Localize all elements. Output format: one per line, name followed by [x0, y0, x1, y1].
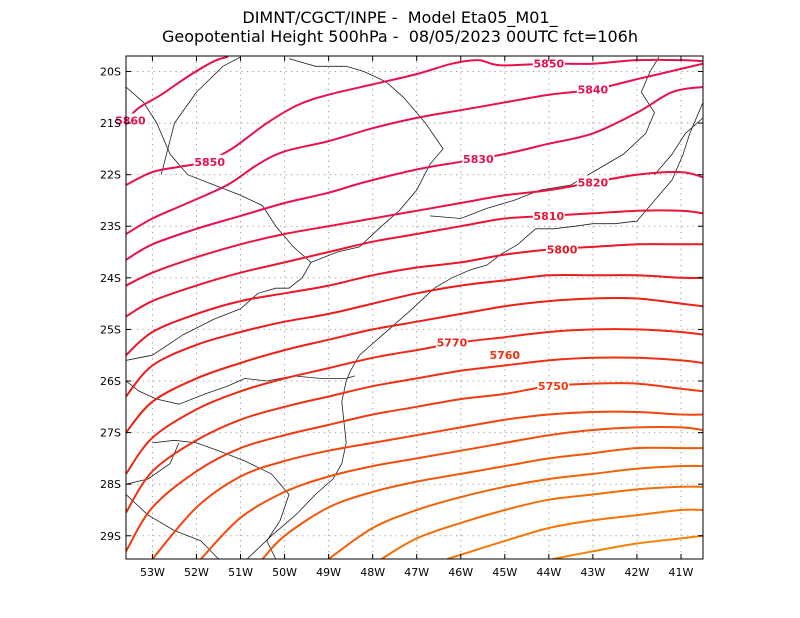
contour-label: 5760 [489, 349, 520, 362]
x-tick-label: 44W [536, 566, 561, 579]
state-border [126, 86, 312, 361]
x-tick-label: 52W [184, 566, 209, 579]
contour-label: 5850 [534, 58, 565, 71]
y-tick-label: 21S [100, 117, 121, 130]
state-border [288, 58, 444, 263]
x-tick-label: 51W [228, 566, 253, 579]
contour-line-5810 [126, 209, 703, 318]
map-boundaries [126, 56, 703, 559]
contour-line-5750 [126, 382, 703, 553]
y-axis-ticks: 20S 21S 22S 23S 24S 25S 26S 27S 28S 29S [100, 65, 703, 543]
contour-label: 5770 [437, 336, 468, 349]
contour-line-5720 [261, 446, 703, 559]
state-border [126, 375, 356, 405]
contour-line-5690 [446, 508, 703, 559]
state-border [429, 56, 660, 219]
contour-label-bg [193, 154, 226, 168]
x-tick-label: 49W [316, 566, 341, 579]
contour-label: 5810 [534, 210, 565, 223]
contour-label-bg [462, 152, 495, 166]
x-tick-label: 45W [492, 566, 517, 579]
contour-label-bg [537, 379, 570, 393]
y-tick-label: 24S [100, 272, 121, 285]
contour-label-bg [435, 335, 468, 349]
contour-label: 5860 [115, 114, 146, 127]
y-tick-label: 27S [100, 427, 121, 440]
contour-line-5860 [126, 56, 229, 122]
x-tick-label: 50W [272, 566, 297, 579]
state-border [160, 56, 241, 175]
contour-label: 5840 [578, 84, 609, 97]
contour-label: 5850 [194, 156, 225, 169]
x-tick-label: 42W [624, 566, 649, 579]
contour-label-bg [576, 82, 609, 96]
contour-line-5830 [126, 86, 703, 261]
x-tick-label: 46W [448, 566, 473, 579]
contour-label: 5820 [578, 176, 609, 189]
contour-label: 5750 [538, 380, 569, 393]
y-tick-label: 25S [100, 323, 121, 336]
contour-line-5680 [552, 534, 703, 559]
coastline [246, 102, 703, 559]
x-tick-label: 53W [140, 566, 165, 579]
contour-label: 5830 [463, 153, 494, 166]
contour-label-bg [532, 208, 565, 222]
y-tick-label: 26S [100, 375, 121, 388]
grid-lines [126, 56, 703, 559]
state-border [152, 439, 290, 559]
y-tick-label: 23S [100, 220, 121, 233]
y-tick-label: 22S [100, 169, 121, 182]
x-tick-label: 47W [404, 566, 429, 579]
contour-label-bg [546, 242, 579, 256]
contour-line-5740 [151, 410, 703, 559]
contour-label-bg [488, 348, 521, 362]
x-tick-label: 41W [669, 566, 694, 579]
plot-frame [125, 55, 704, 560]
contour-label: 5800 [547, 243, 578, 256]
contour-line-5730 [199, 426, 703, 559]
contour-line-5840 [126, 62, 703, 235]
x-axis-ticks: 53W 52W 51W 50W 49W 48W 47W 46W 45W 44W 43W 42W 41W [140, 56, 694, 579]
contour-line-5790 [126, 273, 703, 398]
chart-title-line1: DIMNT/CGCT/INPE - Model Eta05_M01_ [242, 8, 558, 27]
contour-line-5770 [126, 328, 703, 475]
y-tick-label: 29S [100, 530, 121, 543]
contour-line-5700 [380, 485, 703, 559]
contour-line-5800 [126, 243, 703, 357]
x-tick-label: 48W [360, 566, 385, 579]
contour-labels: 5860 5850 5850 5840 5830 5820 5810 5800 5770 5760… [114, 56, 609, 393]
state-border [654, 117, 703, 175]
x-tick-label: 43W [580, 566, 605, 579]
contour-line-5710 [327, 464, 703, 559]
contour-line-5820 [126, 170, 703, 287]
y-tick-label: 28S [100, 478, 121, 491]
contour-label-bg [576, 175, 609, 189]
contour-line-5760 [126, 356, 703, 514]
y-tick-label: 20S [100, 65, 121, 78]
chart-title-line2: Geopotential Height 500hPa - 08/05/2023 … [162, 27, 638, 46]
contour-line-5780 [126, 296, 703, 434]
contour-label-bg [114, 113, 147, 127]
contour-label-bg [532, 56, 565, 70]
contour-lines [126, 56, 703, 559]
